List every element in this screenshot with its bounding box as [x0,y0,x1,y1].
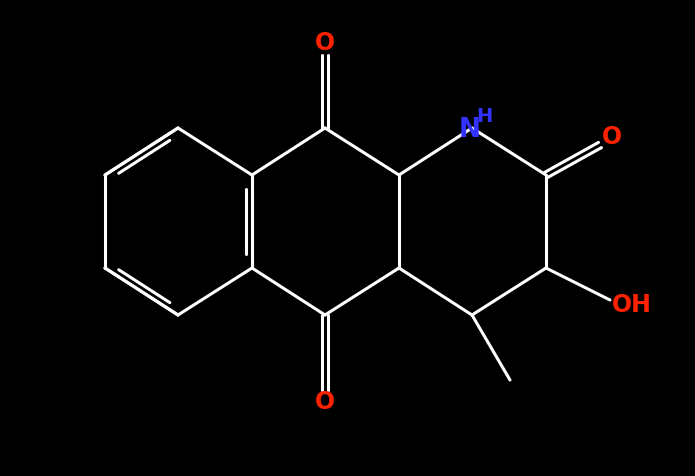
Text: O: O [602,125,622,149]
Text: N: N [459,117,481,143]
Text: OH: OH [612,293,652,317]
Text: O: O [315,390,335,414]
Text: O: O [315,31,335,55]
Text: H: H [476,107,492,126]
